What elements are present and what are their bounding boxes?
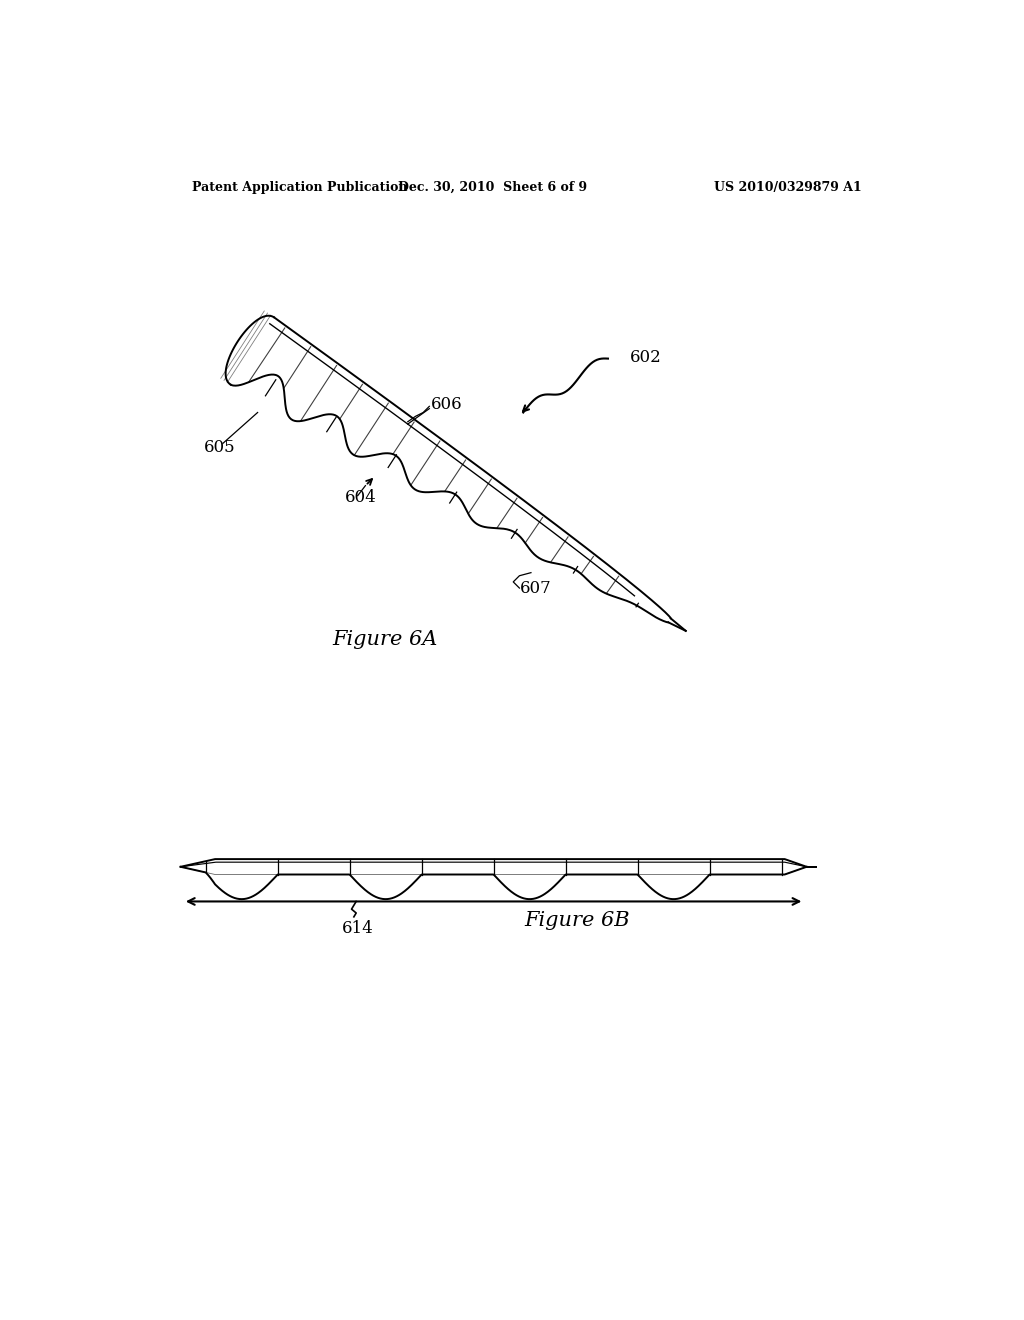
Text: Patent Application Publication: Patent Application Publication [193, 181, 408, 194]
Text: 606: 606 [431, 396, 463, 413]
Text: 607: 607 [519, 579, 551, 597]
Text: US 2010/0329879 A1: US 2010/0329879 A1 [715, 181, 862, 194]
Text: 602: 602 [630, 348, 662, 366]
Text: 614: 614 [342, 920, 374, 937]
Text: Figure 6B: Figure 6B [524, 911, 630, 931]
Text: Figure 6A: Figure 6A [332, 630, 437, 649]
Text: 604: 604 [345, 488, 377, 506]
Text: Dec. 30, 2010  Sheet 6 of 9: Dec. 30, 2010 Sheet 6 of 9 [398, 181, 587, 194]
Text: 605: 605 [204, 438, 236, 455]
